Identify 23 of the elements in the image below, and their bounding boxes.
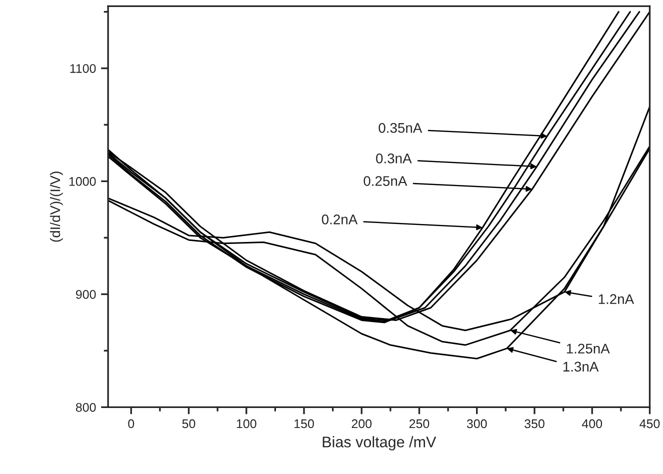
x-tick-label: 250 <box>409 419 430 428</box>
x-axis-title: Bias voltage /mV <box>322 436 436 450</box>
annotation: 1.2nA <box>598 294 634 304</box>
y-tick-label: 800 <box>76 402 96 412</box>
x-tick-label: 200 <box>352 419 372 428</box>
annotation: 0.25nA <box>364 176 408 186</box>
y-tick-label: 900 <box>76 290 96 299</box>
x-tick-label: 100 <box>236 419 256 428</box>
y-axis-title: (dI/dV)/(I/V) <box>50 172 63 242</box>
x-tick-label: 450 <box>640 419 660 428</box>
annotation: 0.35nA <box>378 123 422 133</box>
annotation: 0.2nA <box>322 214 358 224</box>
x-tick-label: 0 <box>128 419 134 428</box>
y-tick-label: 1000 <box>69 177 96 186</box>
annotation: 0.3nA <box>376 154 412 164</box>
annotation: 1.3nA <box>563 362 599 372</box>
x-tick-label: 400 <box>582 419 602 428</box>
annotation: 1.25nA <box>566 344 610 354</box>
x-tick-label: 300 <box>466 419 487 428</box>
x-tick-label: 350 <box>524 419 544 428</box>
x-tick-label: 50 <box>182 419 196 428</box>
x-tick-label: 150 <box>294 419 314 428</box>
y-tick-label: 1100 <box>70 64 96 73</box>
